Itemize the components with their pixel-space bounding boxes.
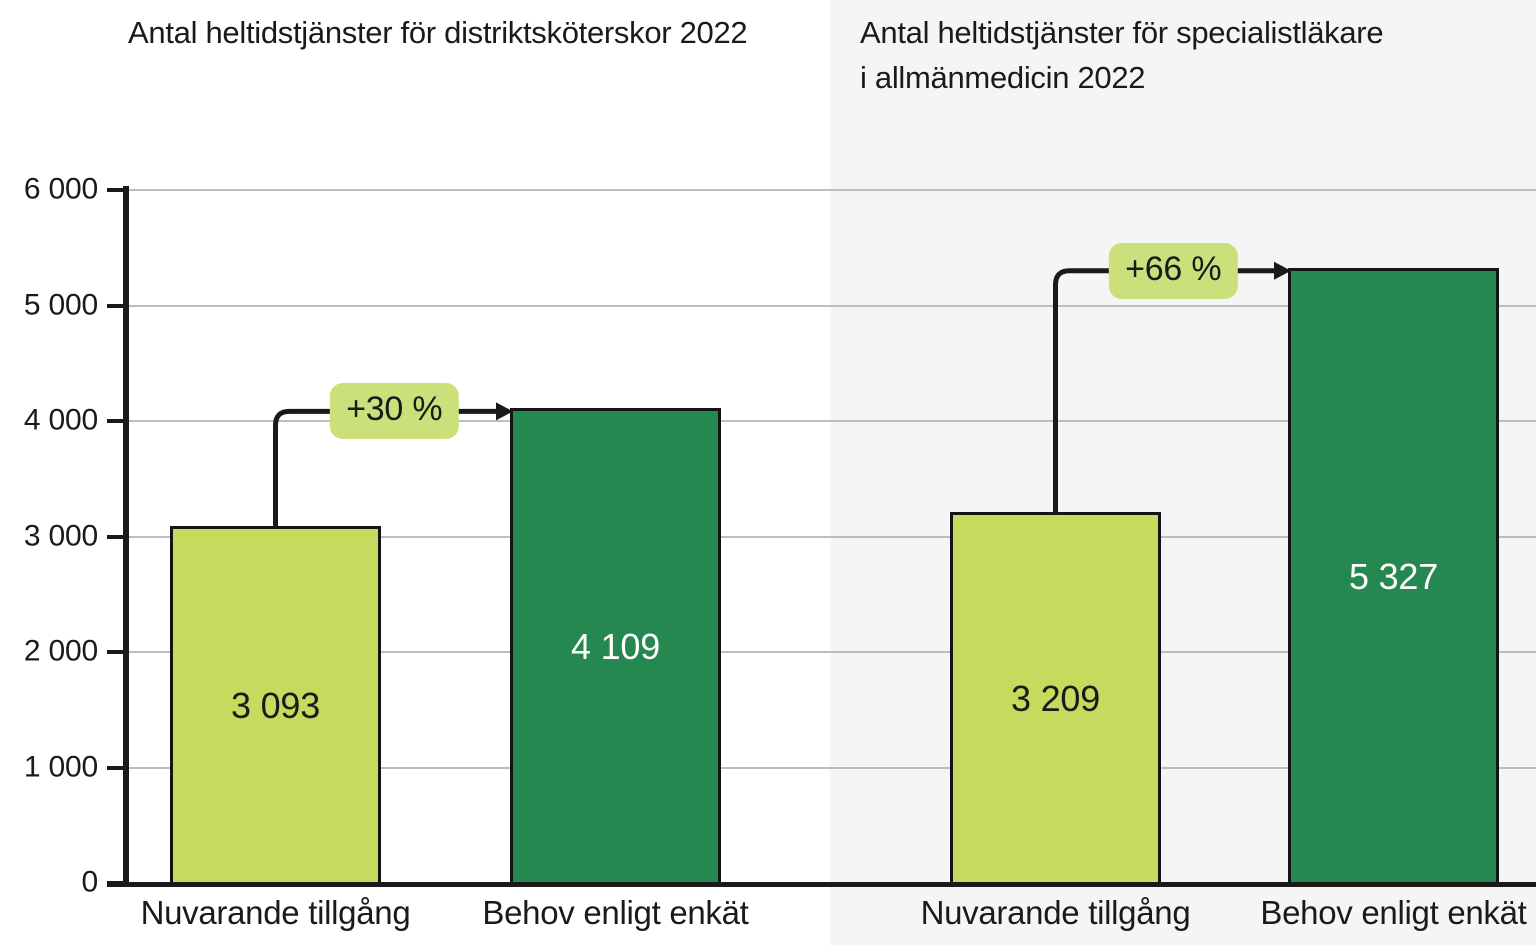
x-axis-line (107, 882, 1536, 887)
y-axis-tick-label: 4 000 (23, 403, 98, 437)
bar-value-label: 5 327 (1348, 555, 1439, 597)
y-axis-tick (107, 765, 123, 770)
right-panel-title-line2: i allmänmedicin 2022 (860, 60, 1146, 95)
y-axis-tick (107, 419, 123, 423)
gridline-1000 (129, 766, 1536, 769)
left-panel-title: Antal heltidstjänster för distriktsköter… (128, 15, 748, 50)
right-panel-title: Antal heltidstjänster för specialistläka… (860, 10, 1384, 100)
gridline-4000 (129, 420, 1536, 422)
category-label-current-supply: Nuvarande tillgång (920, 894, 1191, 931)
bar-value-label: 4 109 (570, 626, 661, 668)
y-axis-tick-label: 2 000 (23, 634, 98, 668)
y-axis-tick-label: 0 (81, 865, 99, 899)
y-axis-line (123, 186, 129, 887)
bar-value-label: 3 093 (230, 684, 321, 726)
y-axis-tick-label: 6 000 (23, 172, 98, 206)
category-label-survey-need: Behov enligt enkät (482, 894, 749, 931)
bar-value-label: 3 209 (1010, 678, 1101, 720)
bar-current-supply: 3 093 (170, 525, 381, 886)
y-axis-tick-label: 5 000 (23, 287, 98, 321)
gridline-3000 (129, 535, 1536, 538)
gridline-2000 (129, 651, 1536, 653)
y-axis-tick (107, 534, 123, 539)
increase-badge: +66 % (1109, 242, 1238, 299)
y-axis-tick (107, 188, 123, 192)
category-label-survey-need: Behov enligt enkät (1260, 894, 1527, 931)
y-axis-tick (107, 650, 123, 654)
gridline-5000 (129, 304, 1536, 307)
y-axis-tick-label: 1 000 (23, 749, 98, 783)
bar-current-supply: 3 209 (950, 512, 1161, 886)
category-label-current-supply: Nuvarande tillgång (140, 894, 411, 931)
gridline-6000 (129, 189, 1536, 191)
bar-survey-need: 4 109 (510, 408, 721, 886)
increase-badge: +30 % (330, 383, 459, 440)
right-panel-title-line1: Antal heltidstjänster för specialistläka… (860, 15, 1384, 50)
y-axis-tick (107, 303, 123, 308)
bar-survey-need: 5 327 (1288, 267, 1499, 886)
y-axis-tick-label: 3 000 (23, 518, 98, 552)
